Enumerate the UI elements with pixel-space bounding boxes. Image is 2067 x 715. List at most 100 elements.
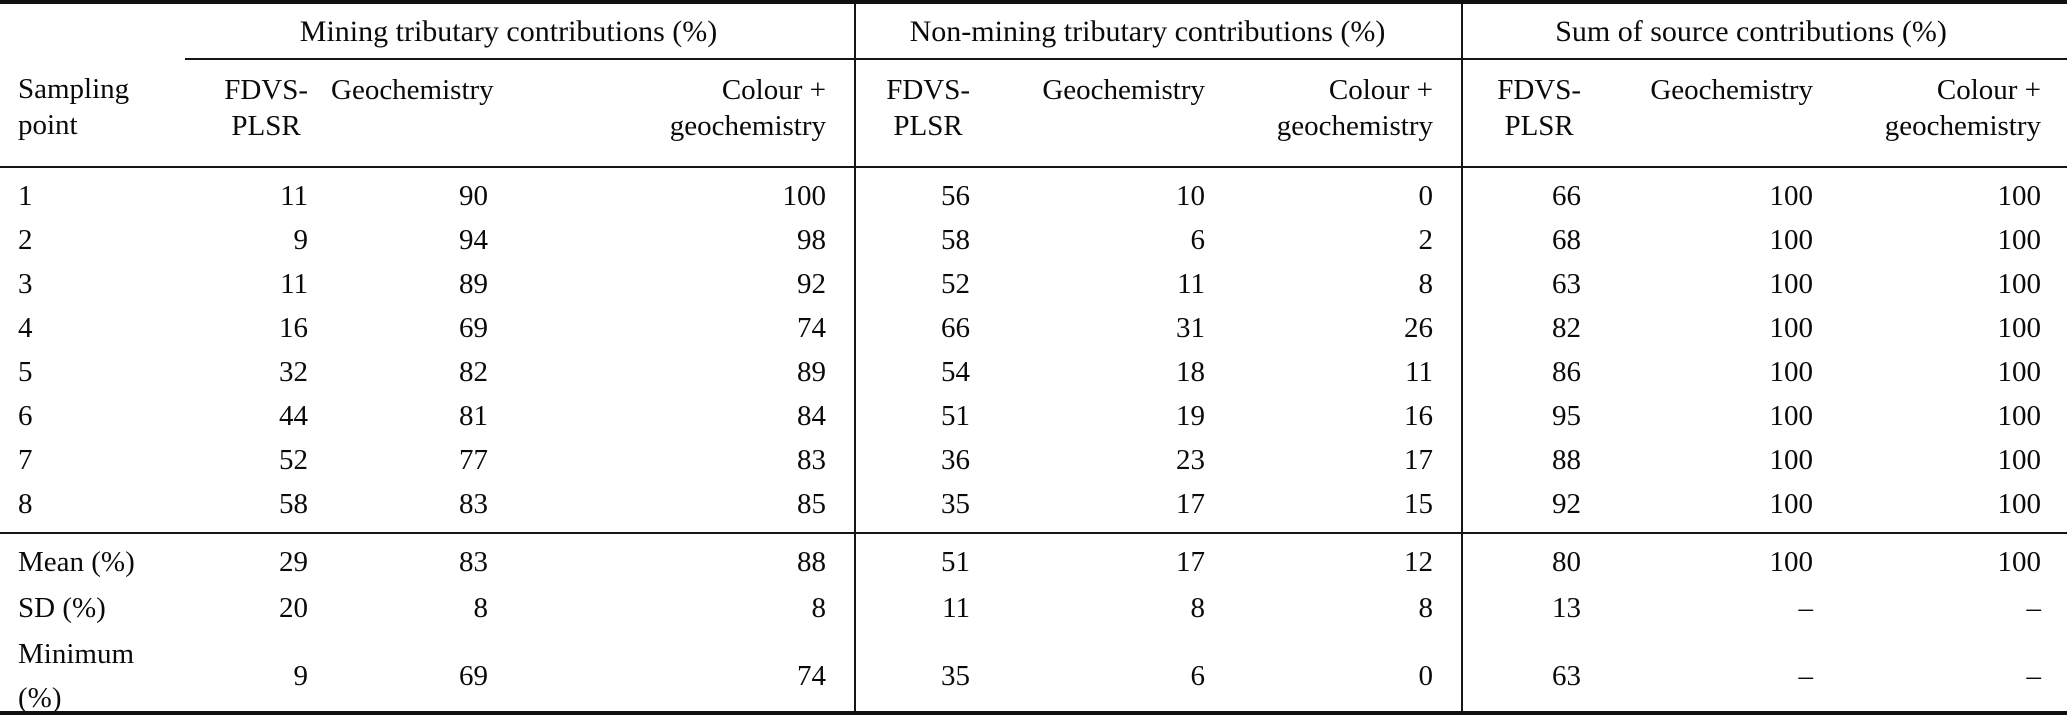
value-cell: 8 (1190, 592, 1206, 624)
value-cell: 100 (1997, 180, 2042, 212)
value-cell: 8 (473, 592, 489, 624)
value-cell: 36 (854, 438, 990, 482)
row-label: 8 (18, 488, 33, 520)
row-label: 2 (18, 224, 33, 256)
value-cell: 11 (280, 268, 308, 300)
row-label: 6 (18, 400, 33, 432)
value-cell: 6 (1190, 224, 1206, 256)
value-cell: 69 (459, 660, 488, 692)
value-cell: 100 (1769, 312, 1814, 344)
value-cell: 100 (1997, 312, 2042, 344)
value-cell: 8 (1418, 592, 1434, 624)
column-header-row: Sampling point FDVS- PLSR Geochemistry Co… (0, 59, 2067, 168)
value-cell: 100 (1769, 546, 1814, 578)
table-row: SD (%) 20 8 8 11 8 8 13 – – (0, 585, 2067, 631)
row-label: 5 (18, 356, 33, 388)
value-cell: 31 (1176, 312, 1205, 344)
value-cell: 83 (459, 488, 488, 520)
column-header-sampling-point: Sampling point (0, 59, 185, 168)
value-cell: 90 (459, 180, 488, 212)
row-label: Mean (%) (18, 546, 135, 578)
value-cell: 15 (1404, 488, 1434, 520)
value-cell: 100 (1769, 180, 1814, 212)
value-cell: 52 (279, 444, 308, 476)
value-cell: 100 (1997, 546, 2042, 578)
value-cell: 94 (459, 224, 488, 256)
table-row: 5 32 82 89 54 18 11 86 100 100 (0, 350, 2067, 394)
column-header-mining-colour-geochemistry: Colour + geochemistry (510, 59, 855, 168)
row-label: 1 (18, 180, 33, 212)
value-cell: 74 (797, 660, 826, 692)
value-cell: 98 (797, 224, 826, 256)
value-cell: 77 (459, 444, 488, 476)
value-cell: 100 (1997, 488, 2042, 520)
value-cell: 83 (459, 546, 488, 578)
value-cell: 20 (279, 592, 308, 624)
value-cell: 2 (1418, 224, 1434, 256)
value-cell: 11 (1405, 356, 1434, 388)
value-cell: 8 (811, 592, 827, 624)
value-cell: 54 (854, 350, 990, 394)
value-cell: 44 (279, 400, 308, 432)
value-cell: 88 (1461, 438, 1604, 482)
value-cell: – (1798, 592, 1814, 624)
value-cell: 23 (1176, 444, 1205, 476)
value-cell: 100 (1997, 356, 2042, 388)
sampling-rows: 1 11 90 100 56 10 0 66 100 100 2 9 94 98 58 6 2 68 100 100 3… (0, 167, 2067, 533)
group-header-sum: Sum of source contributions (%) (1461, 4, 2067, 60)
value-cell: 6 (1190, 660, 1206, 692)
value-cell: 58 (279, 488, 308, 520)
value-cell: 68 (1461, 218, 1604, 262)
value-cell: 26 (1404, 312, 1434, 344)
value-cell: 83 (797, 444, 826, 476)
table-row: Minimum (%) 9 69 74 35 6 0 63 – – (0, 631, 2067, 711)
value-cell: 66 (854, 306, 990, 350)
value-cell: 95 (1461, 394, 1604, 438)
value-cell: 100 (1769, 400, 1814, 432)
value-cell: 66 (1461, 167, 1604, 218)
value-cell: 63 (1461, 631, 1604, 711)
value-cell: 51 (854, 394, 990, 438)
group-header-non-mining: Non-mining tributary contributions (%) (853, 4, 1463, 60)
column-header-mining-fdvs-plsr: FDVS- PLSR (185, 59, 330, 168)
value-cell: 89 (797, 356, 826, 388)
summary-rows: Mean (%) 29 83 88 51 17 12 80 100 100 SD (%) 20 8 8 11… (0, 533, 2067, 711)
value-cell: 52 (854, 262, 990, 306)
row-label: 7 (18, 444, 33, 476)
value-cell: 84 (797, 400, 826, 432)
value-cell: 100 (1997, 224, 2042, 256)
column-header-mining-geochemistry: Geochemistry (330, 59, 510, 168)
value-cell: 100 (1769, 224, 1814, 256)
table-row: 7 52 77 83 36 23 17 88 100 100 (0, 438, 2067, 482)
value-cell: – (2026, 660, 2042, 692)
column-header-non-mining-colour-geochemistry: Colour + geochemistry (1227, 59, 1463, 168)
value-cell: 63 (1461, 262, 1604, 306)
value-cell: – (1798, 660, 1814, 692)
column-header-non-mining-geochemistry: Geochemistry (990, 59, 1227, 168)
value-cell: – (2026, 592, 2042, 624)
value-cell: 29 (279, 546, 308, 578)
value-cell: 9 (293, 224, 309, 256)
column-header-non-mining-fdvs-plsr: FDVS- PLSR (854, 59, 990, 168)
value-cell: 56 (854, 167, 990, 218)
value-cell: 0 (1418, 180, 1434, 212)
column-header-sum-colour-geochemistry: Colour + geochemistry (1835, 59, 2067, 168)
table-row: Mean (%) 29 83 88 51 17 12 80 100 100 (0, 533, 2067, 585)
value-cell: 85 (797, 488, 826, 520)
value-cell: 35 (854, 631, 990, 711)
value-cell: 16 (1404, 400, 1434, 432)
table-row: 1 11 90 100 56 10 0 66 100 100 (0, 167, 2067, 218)
group-header-mining: Mining tributary contributions (%) (185, 4, 855, 60)
value-cell: 100 (782, 180, 827, 212)
row-label: 3 (18, 268, 33, 300)
value-cell: 100 (1769, 268, 1814, 300)
value-cell: 80 (1461, 533, 1604, 585)
value-cell: 92 (1461, 482, 1604, 533)
value-cell: 82 (459, 356, 488, 388)
value-cell: 0 (1418, 660, 1434, 692)
value-cell: 19 (1176, 400, 1205, 432)
value-cell: 74 (797, 312, 826, 344)
value-cell: 18 (1176, 356, 1205, 388)
value-cell: 11 (854, 585, 990, 631)
value-cell: 92 (797, 268, 826, 300)
